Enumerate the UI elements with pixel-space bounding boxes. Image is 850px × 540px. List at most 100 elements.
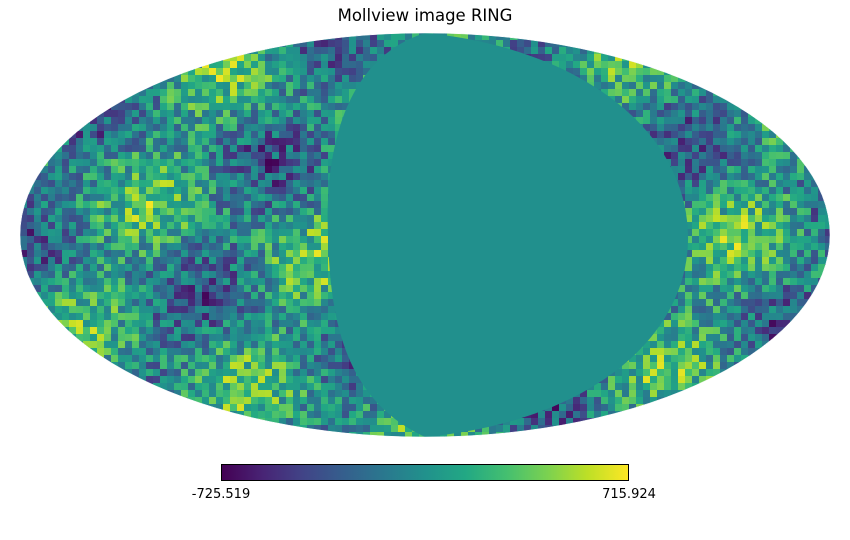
map-pixel [251,89,259,97]
map-pixel [790,299,798,307]
map-pixel [762,131,770,139]
map-pixel [125,222,133,230]
map-pixel [41,215,49,223]
map-pixel [307,96,315,104]
map-pixel [286,299,294,307]
map-pixel [664,152,672,160]
map-pixel [286,250,294,258]
map-pixel [55,285,63,293]
map-pixel [293,173,301,181]
map-pixel [783,222,791,230]
map-pixel [34,187,42,195]
map-pixel [748,236,756,244]
map-pixel [41,264,49,272]
map-pixel [244,376,252,384]
map-pixel [741,236,749,244]
map-pixel [237,145,245,153]
map-pixel [139,180,147,188]
map-pixel [223,201,231,209]
map-pixel [83,159,91,167]
map-pixel [314,208,322,216]
map-pixel [258,285,266,293]
map-pixel [650,103,658,111]
map-pixel [769,292,777,300]
map-pixel [160,152,168,160]
map-pixel [286,320,294,328]
map-pixel [314,271,322,279]
map-pixel [237,138,245,146]
map-pixel [146,341,154,349]
map-pixel [713,362,721,370]
map-pixel [125,159,133,167]
map-pixel [146,201,154,209]
map-pixel [237,222,245,230]
map-pixel [223,229,231,237]
map-pixel [699,131,707,139]
map-pixel [188,180,196,188]
map-pixel [776,257,784,265]
map-pixel [265,89,273,97]
map-pixel [195,257,203,265]
map-pixel [720,264,728,272]
map-pixel [293,152,301,160]
map-pixel [209,320,217,328]
map-pixel [293,257,301,265]
map-pixel [601,82,609,90]
map-pixel [734,271,742,279]
map-pixel [265,194,273,202]
map-pixel [706,208,714,216]
map-pixel [699,257,707,265]
map-pixel [293,278,301,286]
map-pixel [727,236,735,244]
map-pixel [55,187,63,195]
map-pixel [125,341,133,349]
map-pixel [797,236,805,244]
map-pixel [685,299,693,307]
map-pixel [244,194,252,202]
map-pixel [321,159,329,167]
map-pixel [76,264,84,272]
map-pixel [146,271,154,279]
map-pixel [608,75,616,83]
map-pixel [237,320,245,328]
map-pixel [83,215,91,223]
map-pixel [510,40,518,48]
map-pixel [209,222,217,230]
map-pixel [720,96,728,104]
map-pixel [776,250,784,258]
map-pixel [230,131,238,139]
map-pixel [139,285,147,293]
map-pixel [97,278,105,286]
map-pixel [272,208,280,216]
map-pixel [650,355,658,363]
map-pixel [230,152,238,160]
map-pixel [146,278,154,286]
map-pixel [258,313,266,321]
map-pixel [188,82,196,90]
map-pixel [160,103,168,111]
map-pixel [55,222,63,230]
map-pixel [69,306,77,314]
map-pixel [685,306,693,314]
map-pixel [685,376,693,384]
map-pixel [783,194,791,202]
map-pixel [328,313,336,321]
map-pixel [741,117,749,125]
map-pixel [195,89,203,97]
map-pixel [181,180,189,188]
map-pixel [237,257,245,265]
map-pixel [783,271,791,279]
map-pixel [293,159,301,167]
map-pixel [76,313,84,321]
map-pixel [335,82,343,90]
map-pixel [230,208,238,216]
map-pixel [678,383,686,391]
map-pixel [769,257,777,265]
map-pixel [335,383,343,391]
map-pixel [223,208,231,216]
map-pixel [265,313,273,321]
map-pixel [223,117,231,125]
map-pixel [293,138,301,146]
map-pixel [335,40,343,48]
map-pixel [643,383,651,391]
